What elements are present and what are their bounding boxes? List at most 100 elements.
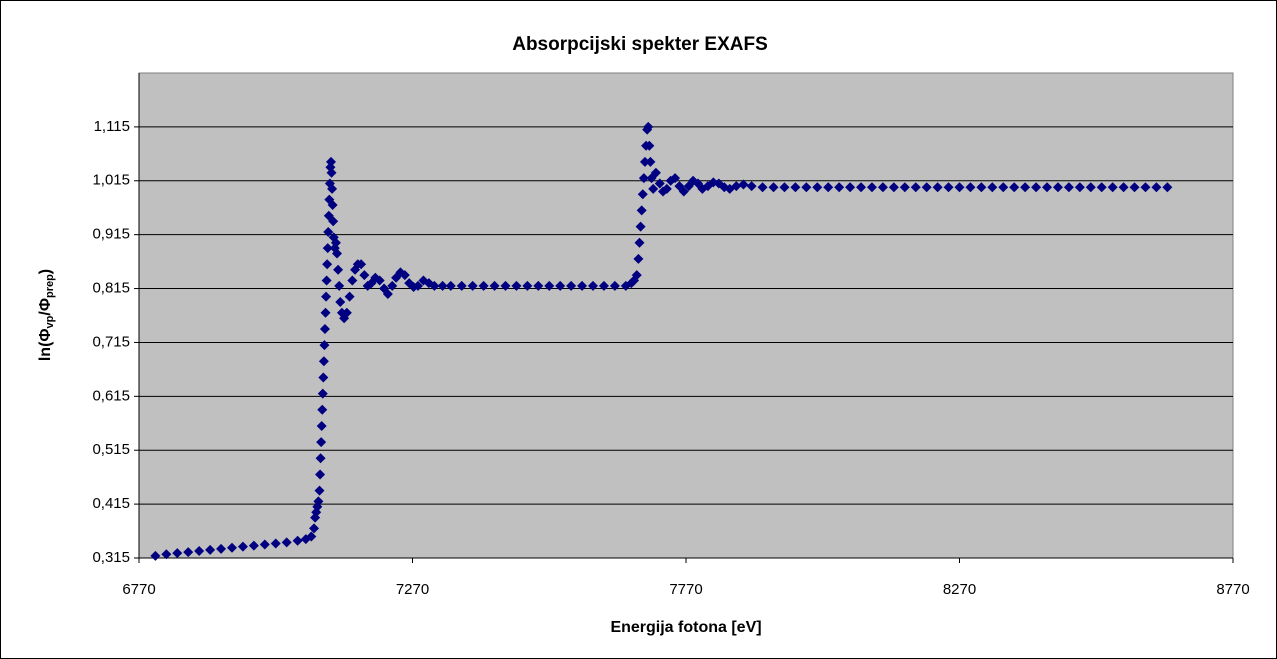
data-point (489, 280, 500, 291)
data-point (321, 275, 332, 286)
data-point (318, 372, 329, 383)
data-point (316, 437, 327, 448)
data-point (631, 270, 642, 281)
data-point (998, 182, 1009, 193)
data-point (327, 200, 338, 211)
data-point (644, 140, 655, 151)
data-point (1107, 182, 1118, 193)
data-point (921, 182, 932, 193)
data-point (183, 547, 194, 558)
data-point (356, 259, 367, 270)
y-label-part: ) (37, 269, 54, 274)
x-tick-label: 7270 (396, 581, 429, 598)
data-point (316, 420, 327, 431)
data-point (965, 182, 976, 193)
data-point (544, 280, 555, 291)
data-point (317, 404, 328, 415)
data-point (1140, 182, 1151, 193)
data-point (382, 288, 393, 299)
y-tick-label: 0,815 (92, 280, 130, 297)
data-point (768, 182, 779, 193)
data-point (636, 205, 647, 216)
data-point (292, 535, 303, 546)
data-point (1074, 182, 1085, 193)
data-point (661, 183, 672, 194)
data-point (976, 182, 987, 193)
chart-title: Absorpcijski spekter EXAFS (512, 34, 768, 55)
y-axis-label: ln(Φvp/Φprep) (37, 269, 56, 361)
y-tick-label: 1,115 (94, 118, 130, 135)
data-point (315, 453, 326, 464)
data-point (309, 523, 320, 534)
data-point (1129, 182, 1140, 193)
data-point (511, 280, 522, 291)
data-point (359, 270, 370, 281)
data-point (823, 182, 834, 193)
data-point (325, 156, 336, 167)
data-point (888, 182, 899, 193)
data-point (226, 542, 237, 553)
data-point (954, 182, 965, 193)
data-point (314, 485, 325, 496)
data-point (326, 167, 337, 178)
data-point (555, 280, 566, 291)
data-point (478, 280, 489, 291)
data-point (1020, 182, 1031, 193)
data-point (790, 182, 801, 193)
data-point (335, 297, 346, 308)
data-point (194, 545, 205, 556)
data-point (456, 280, 467, 291)
data-point (670, 173, 681, 184)
x-tick-label: 8770 (1216, 581, 1249, 598)
data-point (318, 356, 329, 367)
data-point (738, 179, 749, 190)
data-point (248, 540, 259, 551)
data-point (327, 183, 338, 194)
data-point (943, 182, 954, 193)
data-point (161, 549, 172, 560)
y-tick-label: 0,915 (92, 226, 130, 243)
data-point (334, 280, 345, 291)
data-point (812, 182, 823, 193)
data-point (332, 248, 343, 259)
data-point (172, 548, 183, 559)
data-point (344, 291, 355, 302)
data-point (259, 539, 270, 550)
data-point (910, 182, 921, 193)
y-tick-label: 0,315 (92, 549, 130, 566)
data-point (566, 280, 577, 291)
data-point (150, 550, 161, 561)
y-label-part: ln(Φ (37, 328, 54, 361)
data-point (637, 189, 648, 200)
data-point (237, 541, 248, 552)
y-tick-label: 0,715 (92, 333, 130, 350)
data-point (322, 259, 333, 270)
data-point (500, 280, 511, 291)
data-point (315, 469, 326, 480)
data-point (648, 183, 659, 194)
data-point (856, 182, 867, 193)
data-point (643, 121, 654, 132)
y-tick-label: 1,015 (92, 172, 130, 189)
data-point (429, 280, 440, 291)
data-point (437, 280, 448, 291)
data-point (639, 156, 650, 167)
data-point (330, 237, 341, 248)
data-point (333, 264, 344, 275)
data-point (1096, 182, 1107, 193)
plot-area (138, 72, 1234, 559)
data-point (533, 280, 544, 291)
data-point (281, 537, 292, 548)
y-tick-label: 0,615 (92, 387, 130, 404)
data-point (654, 178, 665, 189)
data-point (322, 243, 333, 254)
data-point (757, 182, 768, 193)
data-point (1162, 182, 1173, 193)
data-point (216, 543, 227, 554)
data-point (1085, 182, 1096, 193)
data-point (987, 182, 998, 193)
data-point (598, 280, 609, 291)
y-label-sub: prep (44, 274, 56, 298)
x-tick-label: 7770 (669, 581, 702, 598)
